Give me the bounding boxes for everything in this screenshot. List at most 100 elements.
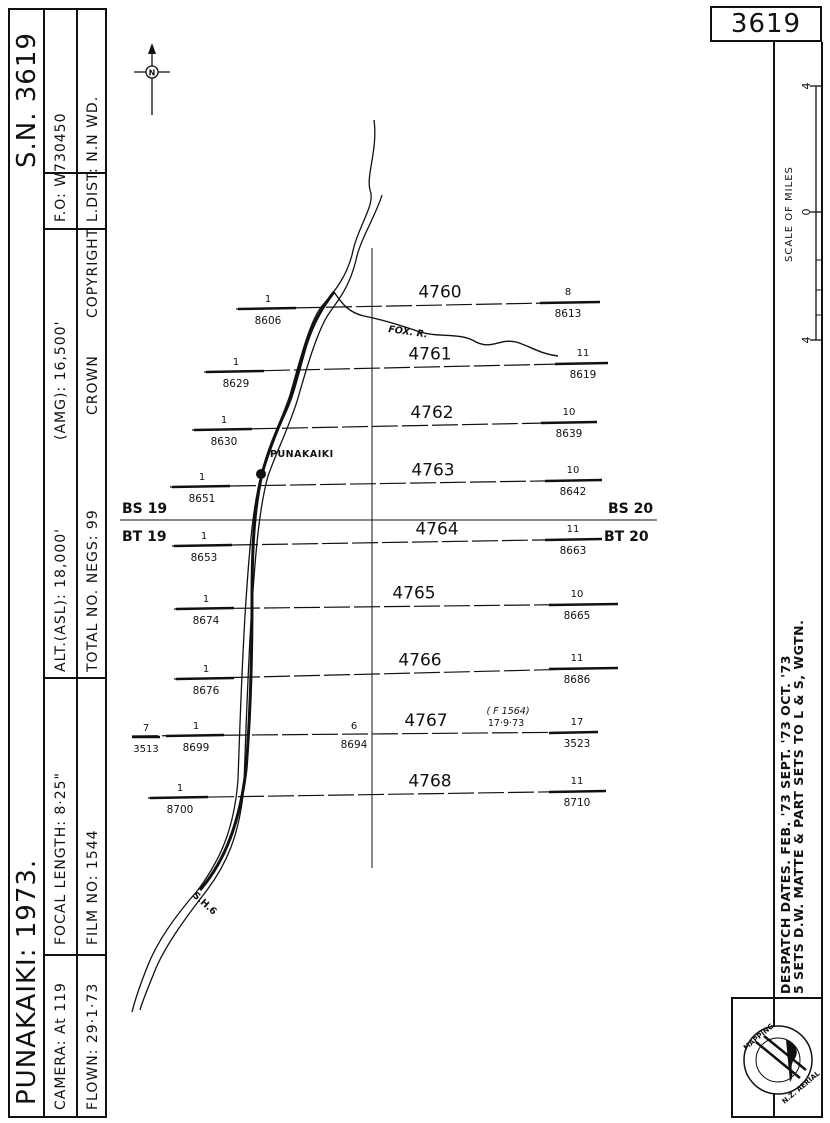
run-note-date: 17·9·73 <box>488 718 524 729</box>
divider <box>76 8 78 1118</box>
run-end-no: 8 <box>565 287 571 298</box>
flight-line <box>169 479 603 488</box>
run-mid-no: 6 <box>351 721 357 732</box>
company-logo: MAPPING N.Z. AERIAL <box>742 1022 820 1106</box>
flight-line <box>191 421 598 431</box>
run-note-film: ( F 1564) <box>486 706 529 717</box>
run-start-no: 1 <box>177 783 183 794</box>
flight-runs: 4760186068861347611862911861947621863010… <box>131 283 619 816</box>
run-extra-frame: 3513 <box>133 744 158 755</box>
divider <box>43 8 45 1118</box>
logo-frame <box>731 997 823 1118</box>
run-start-frame: 8606 <box>255 315 282 327</box>
flight-line <box>235 301 601 310</box>
run-number: 4761 <box>408 345 451 365</box>
flight-line <box>171 538 603 547</box>
run-start-no: 1 <box>233 357 239 368</box>
flight-line <box>147 790 607 799</box>
scale-bar: 4 0 4 <box>800 83 822 344</box>
north-arrow-icon: N <box>134 43 170 115</box>
run-end-no: 11 <box>577 348 590 359</box>
run-extra-no: 7 <box>143 723 149 734</box>
run-start-bar <box>173 543 233 548</box>
run-start-no: 1 <box>193 721 199 732</box>
highway-sh6 <box>198 291 336 891</box>
run-start-no: 1 <box>203 594 209 605</box>
flight-line <box>173 603 619 610</box>
scale-tick: 4 <box>800 83 813 90</box>
run-end-frame: 8686 <box>564 674 591 686</box>
run-end-frame: 8613 <box>555 308 582 320</box>
run-number: 4766 <box>398 651 441 671</box>
divider <box>45 228 105 230</box>
run-start-no: 1 <box>203 664 209 675</box>
town-marker <box>256 469 266 479</box>
run-end-bar <box>544 478 603 483</box>
run-end-frame: 8710 <box>564 797 591 809</box>
run-start-no: 1 <box>265 294 271 305</box>
run-start-bar <box>175 606 235 611</box>
run-start-frame: 8651 <box>189 493 216 505</box>
run-end-bar <box>548 602 619 607</box>
title-block <box>8 8 107 1118</box>
run-number: 4764 <box>415 520 458 540</box>
run-end-bar <box>540 420 598 425</box>
run-number: 4763 <box>411 461 454 481</box>
run-end-frame: 8665 <box>564 610 591 622</box>
scale-tick: 0 <box>800 209 813 216</box>
run-end-frame: 3523 <box>564 738 591 750</box>
run-number: 4768 <box>408 772 451 792</box>
run-end-bar <box>548 666 619 671</box>
north-label: N <box>149 69 156 78</box>
flight-line <box>173 667 619 680</box>
run-number: 4765 <box>392 584 435 604</box>
run-start-bar <box>171 484 231 489</box>
bt-left-label: BT 19 <box>122 529 167 545</box>
run-end-bar <box>544 537 603 542</box>
run-end-frame: 8663 <box>560 545 587 557</box>
flight-line <box>203 362 609 373</box>
run-start-bar <box>165 733 225 738</box>
scale-tick: 4 <box>800 337 813 344</box>
run-end-no: 17 <box>571 717 584 728</box>
run-number: 4760 <box>418 283 461 303</box>
run-start-bar <box>205 369 265 374</box>
run-end-frame: 8639 <box>556 428 583 440</box>
run-number: 4762 <box>410 403 453 423</box>
run-start-frame: 8700 <box>167 804 194 816</box>
scale-label: SCALE OF MILES <box>784 166 795 262</box>
run-start-no: 1 <box>199 472 205 483</box>
run-start-bar <box>175 676 235 681</box>
run-start-frame: 8699 <box>183 742 210 754</box>
divider <box>43 172 105 174</box>
divider <box>45 677 105 679</box>
run-start-frame: 8653 <box>191 552 218 564</box>
run-end-no: 11 <box>571 776 584 787</box>
place-label: PUNAKAIKI <box>270 449 334 460</box>
run-end-no: 10 <box>563 407 576 418</box>
run-end-frame: 8642 <box>560 486 587 498</box>
sheet-number: 3619 <box>710 6 822 42</box>
run-end-bar <box>548 789 607 794</box>
run-number: 4767 <box>404 711 447 731</box>
bs-right-label: BS 20 <box>608 501 653 517</box>
bs-left-label: BS 19 <box>122 501 167 517</box>
run-start-frame: 8630 <box>211 436 238 448</box>
run-start-bar <box>237 306 297 311</box>
despatch-line-2: 5 SETS D.W. MATTE & PART SETS TO L & S, … <box>791 619 806 994</box>
fox-river <box>333 291 559 357</box>
divider <box>45 954 105 956</box>
run-end-no: 10 <box>571 589 584 600</box>
run-end-bar <box>554 361 609 366</box>
run-end-bar <box>539 300 601 305</box>
run-start-no: 1 <box>201 531 207 542</box>
run-end-no: 10 <box>567 465 580 476</box>
run-end-frame: 8619 <box>570 369 597 381</box>
run-start-bar <box>149 795 209 800</box>
run-end-no: 11 <box>571 653 584 664</box>
bt-right-label: BT 20 <box>604 529 649 545</box>
run-mid-frame: 8694 <box>341 739 368 751</box>
run-start-frame: 8676 <box>193 685 220 697</box>
run-start-frame: 8629 <box>223 378 250 390</box>
